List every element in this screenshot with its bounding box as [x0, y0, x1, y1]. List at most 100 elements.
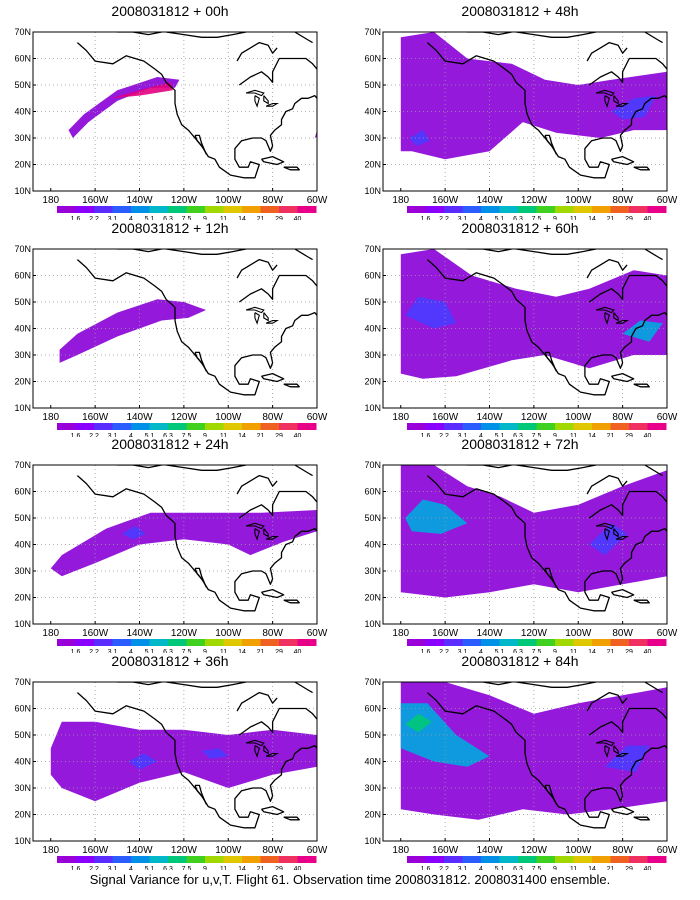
- colorbar-label: 11: [570, 866, 577, 870]
- coastline: [586, 474, 628, 495]
- colorbar-swatch: [647, 856, 667, 863]
- lat-tick-label: 70N: [14, 244, 31, 254]
- lon-tick-label: 100W: [215, 845, 242, 856]
- lat-tick-label: 70N: [364, 460, 381, 470]
- colorbar-swatch: [75, 856, 95, 863]
- coastline: [261, 155, 285, 166]
- colorbar-swatch: [75, 206, 95, 213]
- colorbar-label: 40: [644, 216, 652, 220]
- colorbar-label: 40: [644, 433, 652, 437]
- lon-tick-label: 80W: [262, 412, 283, 423]
- lon-tick-label: 180: [42, 628, 59, 639]
- lake-outline: [604, 95, 610, 108]
- coastline: [516, 682, 597, 688]
- lat-tick-label: 20N: [364, 593, 381, 603]
- lat-tick-label: 70N: [364, 244, 381, 254]
- colorbar: 1.6 2.2 3.1 4 5.1 6.3 7.5 9 11 14 21 29 40: [57, 206, 317, 220]
- variance-contour: [59, 299, 207, 363]
- colorbar-swatch: [75, 639, 95, 646]
- coastline: [426, 692, 667, 829]
- coastline: [611, 372, 635, 383]
- lake-outline: [595, 739, 615, 747]
- map-panel: 2008031812 + 48h 180 160W 140W 120W 100W 80W 60…: [350, 3, 690, 220]
- lon-tick-label: 160W: [82, 628, 109, 639]
- coastline: [516, 249, 597, 255]
- colorbar-label: 14: [588, 433, 596, 437]
- lake-outline: [263, 528, 269, 538]
- lon-tick-label: 100W: [565, 845, 592, 856]
- colorbar-swatch: [499, 423, 519, 430]
- colorbar-swatch: [499, 206, 519, 213]
- colorbar-label: 1.6: [71, 866, 81, 870]
- colorbar-swatch: [57, 423, 76, 430]
- panel-title: 2008031812 + 48h: [461, 3, 579, 19]
- lat-tick-label: 60N: [14, 704, 31, 714]
- colorbar-swatch: [297, 856, 317, 863]
- colorbar-swatch: [536, 423, 556, 430]
- colorbar-label: 5.1: [495, 649, 505, 653]
- colorbar-swatch: [555, 639, 574, 646]
- colorbar-swatch: [407, 856, 426, 863]
- lon-tick-label: 140W: [126, 845, 153, 856]
- colorbar-swatch: [57, 856, 76, 863]
- colorbar-swatch: [425, 206, 445, 213]
- colorbar-swatch: [205, 856, 224, 863]
- coastline: [261, 805, 285, 816]
- coastline: [516, 32, 597, 38]
- colorbar-label: 40: [644, 649, 652, 653]
- variance-contour: [604, 745, 650, 773]
- lat-tick-label: 50N: [14, 513, 31, 523]
- map-plot: 180 160W 140W 120W 100W 80W 60W 10N 20N 30N 40N 50N…: [364, 460, 677, 653]
- lon-tick-label: 180: [42, 412, 59, 423]
- coastline: [426, 259, 667, 396]
- colorbar-label: 11: [570, 433, 577, 437]
- map-panel: 2008031812 + 24h 180 160W 140W 120W 100W 80W 60…: [0, 436, 340, 653]
- colorbar-label: 9: [553, 433, 557, 437]
- colorbar-label: 21: [607, 866, 615, 870]
- lon-tick-label: 120W: [521, 845, 548, 856]
- map-plot: 180 160W 140W 120W 100W 80W 60W 10N 20N 30N 40N 50N…: [364, 27, 677, 220]
- coastline: [633, 816, 650, 821]
- colorbar-label: 7.5: [182, 649, 192, 653]
- map-panel: 2008031812 + 72h 180 160W 140W 120W 100W 80W 60…: [350, 436, 690, 653]
- lon-tick-label: 120W: [171, 195, 198, 206]
- colorbar-label: 1.6: [421, 866, 431, 870]
- colorbar-swatch: [168, 206, 187, 213]
- lon-tick-label: 60W: [657, 412, 678, 423]
- colorbar-label: 11: [220, 649, 227, 653]
- coastline: [166, 682, 247, 688]
- lon-tick-label: 80W: [612, 195, 633, 206]
- lake-outline: [254, 528, 260, 541]
- lon-tick-label: 100W: [565, 412, 592, 423]
- lon-tick-label: 160W: [432, 845, 459, 856]
- colorbar-label: 2.2: [439, 216, 449, 220]
- coastline: [238, 490, 317, 519]
- coastline: [588, 274, 667, 303]
- colorbar-swatch: [223, 639, 243, 646]
- map-panel: 2008031812 + 12h 180 160W 140W 120W 100W 80W 60…: [0, 220, 340, 437]
- coastline: [294, 465, 313, 477]
- colorbar-swatch: [573, 206, 593, 213]
- colorbar-swatch: [462, 856, 482, 863]
- colorbar-label: 11: [220, 433, 227, 437]
- variance-contour: [201, 748, 229, 759]
- variance-contour: [128, 753, 158, 770]
- colorbar-swatch: [297, 206, 317, 213]
- coastline: [588, 707, 667, 736]
- colorbar-label: 6.3: [513, 649, 523, 653]
- lon-tick-label: 80W: [262, 628, 283, 639]
- coastline: [633, 383, 650, 388]
- coastline: [261, 372, 285, 383]
- lake-outline: [615, 535, 630, 540]
- colorbar-swatch: [242, 423, 261, 430]
- lon-tick-label: 100W: [215, 195, 242, 206]
- lake-outline: [245, 739, 265, 747]
- lat-tick-label: 20N: [14, 810, 31, 820]
- coastline: [426, 475, 667, 612]
- colorbar-label: 40: [294, 433, 302, 437]
- colorbar-swatch: [205, 639, 224, 646]
- colorbar-label: 21: [257, 866, 265, 870]
- colorbar-swatch: [629, 856, 648, 863]
- colorbar-label: 1.6: [421, 649, 431, 653]
- panel-title: 2008031812 + 60h: [461, 220, 579, 236]
